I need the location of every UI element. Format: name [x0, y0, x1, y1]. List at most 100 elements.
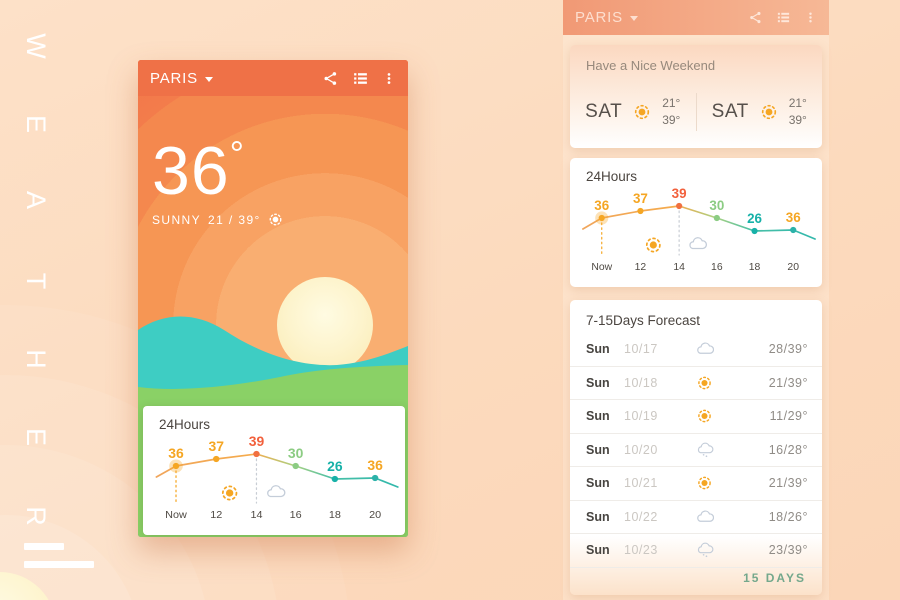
- condition-line: SUNNY 21 / 39°: [152, 212, 283, 227]
- weekend-days: SAT 21° 39° SAT 21° 39°: [570, 85, 822, 139]
- chevron-down-icon: [629, 16, 638, 21]
- current-conditions: 36° SUNNY 21 / 39°: [152, 136, 283, 227]
- city-label: PARIS: [150, 69, 198, 87]
- forecast-temp: 23/39°: [768, 543, 808, 558]
- list-icon: [354, 72, 367, 84]
- svg-text:20: 20: [369, 509, 381, 521]
- low-temp: 39°: [788, 113, 807, 127]
- forecast-date: 10/22: [624, 509, 658, 524]
- forecast-date: 10/17: [624, 342, 658, 357]
- forecast-day: Sun: [586, 476, 610, 491]
- svg-text:26: 26: [327, 459, 343, 474]
- weekend-day: SAT 21° 39°: [570, 95, 696, 129]
- sun-icon: [633, 103, 651, 121]
- sun-icon: [645, 237, 661, 253]
- forecast-panel: PARIS Have a Nice Weekend SAT 21° 39°: [563, 0, 829, 600]
- cloud-icon: [267, 485, 286, 498]
- kebab-menu-icon: [809, 12, 812, 23]
- forecast-temp: 21/39°: [768, 375, 808, 390]
- cloud-icon: [695, 509, 714, 525]
- forecast-list: Sun 10/17 28/39° Sun 10/18 21/39° Sun 10/19 11/2…: [570, 333, 822, 568]
- city-selector[interactable]: PARIS: [150, 70, 213, 87]
- svg-text:36: 36: [168, 446, 184, 461]
- share-button[interactable]: [748, 10, 763, 25]
- list-view-button[interactable]: [352, 70, 369, 87]
- forecast-day: Sun: [586, 342, 610, 357]
- svg-text:39: 39: [672, 186, 687, 201]
- forecast-day: Sun: [586, 409, 610, 424]
- weekend-day: SAT 21° 39°: [697, 95, 823, 129]
- menu-button[interactable]: [804, 10, 817, 25]
- brand-letter: E: [21, 114, 51, 133]
- high-temp: 21°: [788, 96, 807, 110]
- forecast-row[interactable]: Sun 10/22 18/26°: [570, 501, 822, 534]
- forecast-row[interactable]: Sun 10/21 21/39°: [570, 467, 822, 501]
- svg-text:Now: Now: [591, 262, 612, 273]
- weekend-day-temps: 21° 39°: [662, 95, 680, 129]
- svg-text:Now: Now: [165, 509, 187, 521]
- sun-icon: [221, 485, 238, 501]
- forecast-temp: 16/28°: [768, 442, 808, 457]
- city-label: PARIS: [575, 9, 623, 26]
- forecast-date: 10/23: [624, 543, 658, 558]
- high-temp: 21°: [662, 96, 681, 110]
- brand-letter: H: [21, 349, 51, 369]
- forecast-day: Sun: [586, 509, 610, 524]
- forecast-date: 10/19: [624, 409, 658, 424]
- svg-text:12: 12: [210, 509, 222, 521]
- svg-text:37: 37: [633, 191, 648, 206]
- phone-mockup: PARIS 36° SUNNY 21 / 39° 24Hours 36 37 39 3…: [138, 60, 408, 537]
- forecast-row[interactable]: Sun 10/20 16/28°: [570, 434, 822, 467]
- list-view-button[interactable]: [776, 10, 791, 25]
- forecast-card-title: 7-15Days Forecast: [586, 313, 701, 328]
- sun-icon: [268, 212, 283, 227]
- svg-text:14: 14: [250, 509, 262, 521]
- drizzle-icon: [695, 442, 714, 458]
- weekend-day-label: SAT: [711, 101, 749, 122]
- weekend-card: Have a Nice Weekend SAT 21° 39° SAT 21°: [570, 45, 822, 148]
- forecast-row[interactable]: Sun 10/23 23/39°: [570, 534, 822, 568]
- brand-bar-short: [24, 543, 64, 550]
- svg-text:30: 30: [709, 198, 724, 213]
- svg-text:37: 37: [208, 439, 224, 454]
- header-actions: [322, 70, 396, 87]
- svg-text:36: 36: [594, 198, 609, 213]
- svg-text:16: 16: [290, 509, 302, 521]
- degree-symbol: °: [229, 133, 246, 174]
- brand-letter: T: [21, 272, 51, 290]
- current-temperature: 36°: [152, 133, 246, 209]
- forecast-row[interactable]: Sun 10/19 11/29°: [570, 400, 822, 434]
- brand-letter: A: [21, 190, 51, 209]
- svg-text:18: 18: [329, 509, 341, 521]
- forecast-date: 10/20: [624, 442, 658, 457]
- sun-icon: [760, 103, 778, 121]
- temp-range: 21 / 39°: [208, 212, 261, 227]
- forecast-day: Sun: [586, 543, 610, 558]
- svg-text:18: 18: [749, 262, 761, 273]
- sun: [277, 277, 373, 373]
- forecast-date: 10/21: [624, 476, 658, 491]
- hours-card-title: 24Hours: [159, 417, 211, 432]
- fifteen-days-link[interactable]: 15 DAYS: [743, 571, 806, 585]
- cloud-icon: [689, 237, 708, 250]
- hours-card-panel: 24Hours 36 37 39 30 26 36 Now 12 14 16 18 20: [570, 158, 822, 287]
- svg-text:14: 14: [673, 262, 685, 273]
- panel-header-actions: [748, 10, 817, 25]
- svg-text:12: 12: [635, 262, 647, 273]
- share-button[interactable]: [322, 70, 339, 87]
- kebab-menu-icon: [387, 72, 391, 84]
- menu-button[interactable]: [382, 70, 396, 87]
- low-temp: 39°: [662, 113, 681, 127]
- hours-card-phone: 24Hours 36 37 39 30 26 36 Now 12 14 16 18 20: [143, 406, 405, 535]
- forecast-row[interactable]: Sun 10/17 28/39°: [570, 333, 822, 367]
- sun-icon: [695, 375, 714, 391]
- forecast-row[interactable]: Sun 10/18 21/39°: [570, 367, 822, 400]
- forecast-temp: 28/39°: [768, 342, 808, 357]
- sun-icon: [695, 475, 714, 491]
- forecast-temp: 18/26°: [768, 509, 808, 524]
- hourly-chart: 36 37 39 30 26 36 Now 12 14 16 18 20: [570, 184, 822, 285]
- panel-city-selector[interactable]: PARIS: [575, 9, 638, 26]
- cloud-icon: [695, 341, 714, 357]
- svg-text:26: 26: [747, 211, 762, 226]
